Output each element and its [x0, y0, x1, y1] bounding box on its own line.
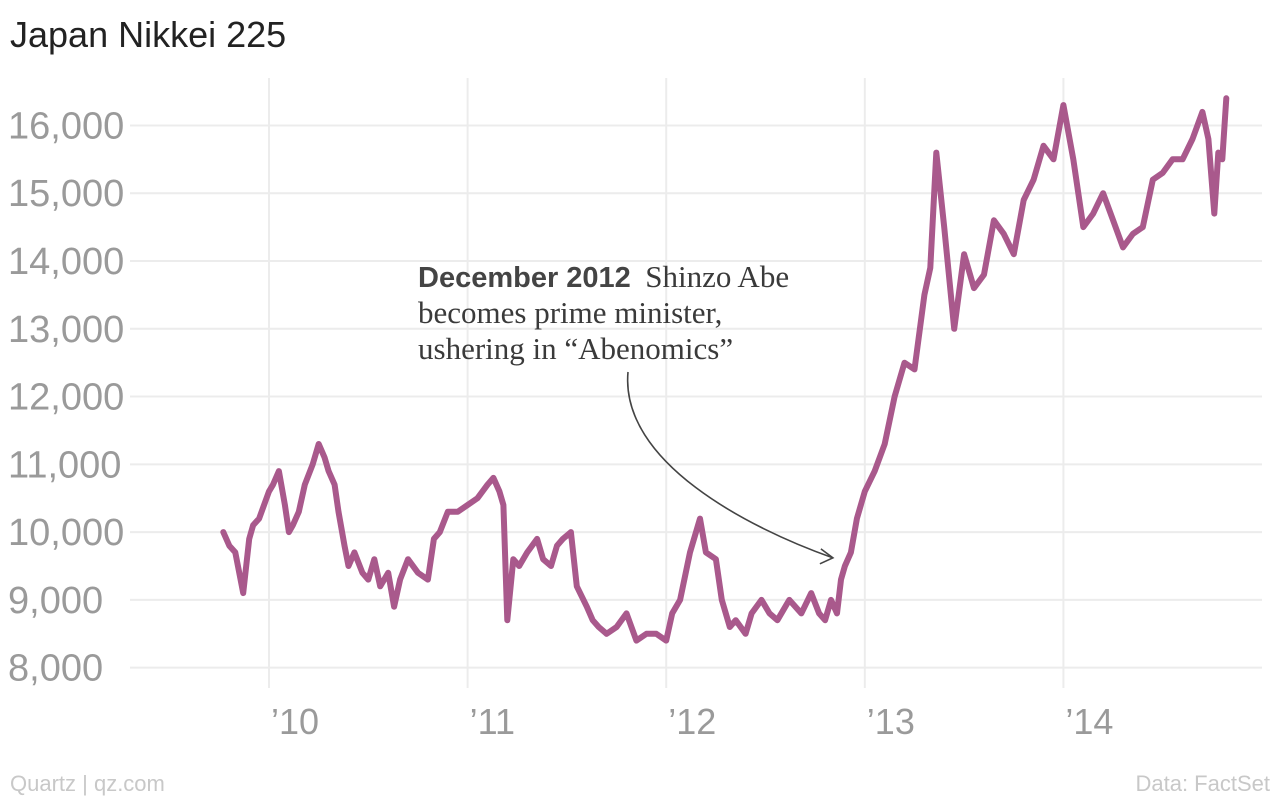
annotation-line-2: becomes prime minister, — [418, 295, 722, 330]
annotation: December 2012 Shinzo Abe becomes prime m… — [418, 259, 835, 565]
footer-credit: Quartz | qz.com — [10, 771, 165, 796]
y-axis-labels: 8,000 9,000 10,000 11,000 12,000 13,000 14,000… — [8, 105, 124, 689]
annotation-date: December 2012 — [418, 262, 631, 294]
y-tick-label: 12,000 — [8, 377, 124, 419]
annotation-text-1: Shinzo Abe — [645, 259, 789, 294]
y-tick-label: 15,000 — [8, 173, 124, 215]
series-line — [220, 95, 1230, 644]
x-tick-label: ’10 — [271, 701, 319, 742]
annotation-arrow — [627, 371, 834, 559]
annotation-arrowhead — [819, 548, 835, 565]
y-tick-label: 16,000 — [8, 105, 124, 147]
x-tick-label: ’12 — [668, 701, 716, 742]
y-tick-label: 10,000 — [8, 512, 124, 554]
series-layer — [220, 95, 1230, 644]
y-tick-label: 14,000 — [8, 241, 124, 283]
y-tick-label: 13,000 — [8, 309, 124, 351]
y-tick-label: 9,000 — [8, 580, 103, 622]
x-tick-label: ’13 — [867, 701, 915, 742]
footer-source: Data: FactSet — [1135, 771, 1270, 796]
y-tick-label: 8,000 — [8, 648, 103, 690]
chart-title: Japan Nikkei 225 — [10, 14, 287, 55]
x-gridlines — [268, 78, 1065, 688]
annotation-line-3: ushering in “Abenomics” — [418, 331, 733, 366]
y-gridlines — [130, 124, 1262, 669]
x-tick-label: ’11 — [470, 701, 515, 742]
x-tick-label: ’14 — [1065, 701, 1113, 742]
annotation-line-1: December 2012 Shinzo Abe — [418, 259, 789, 294]
x-axis-labels: ’10 ’11 ’12 ’13 ’14 — [271, 701, 1113, 742]
y-tick-label: 11,000 — [8, 444, 121, 486]
